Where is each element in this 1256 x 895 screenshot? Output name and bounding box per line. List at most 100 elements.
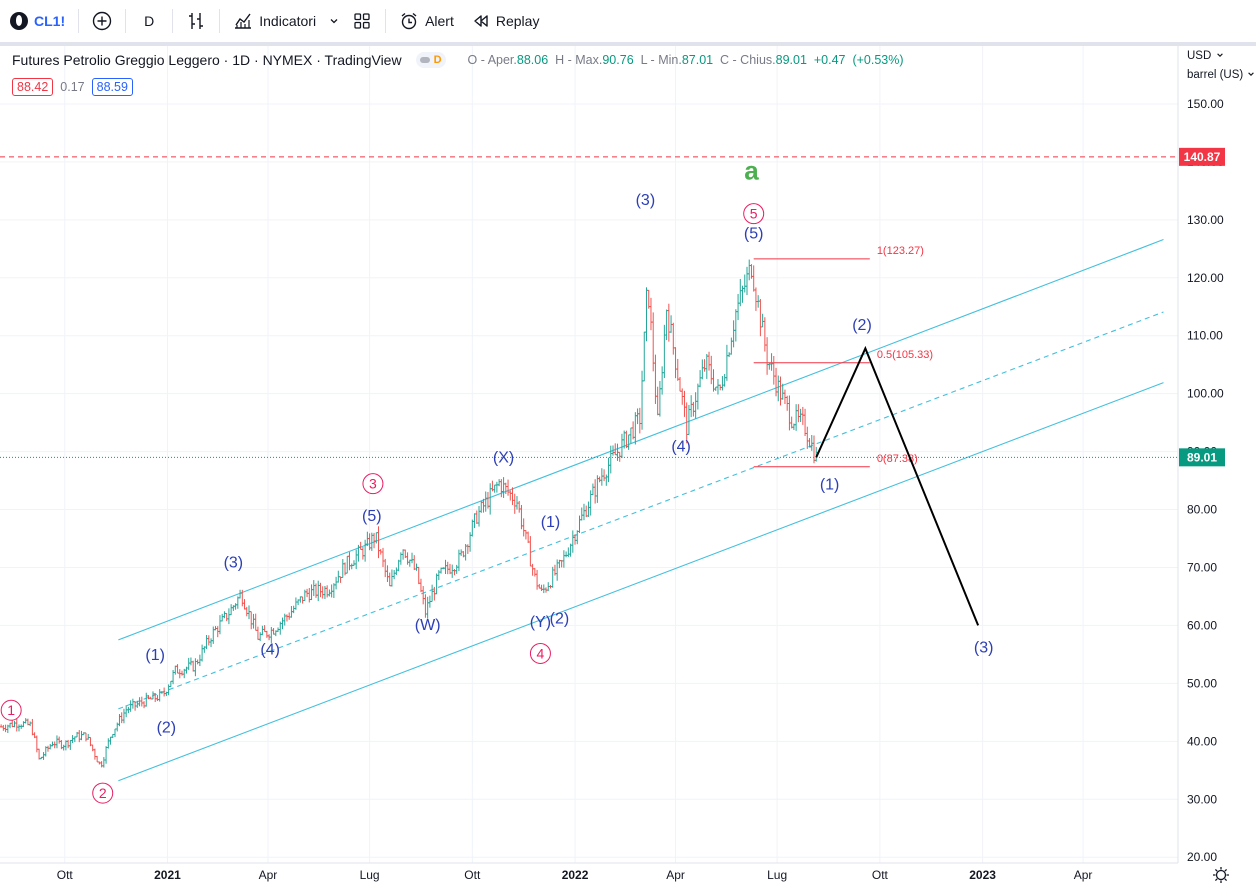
change-value: +0.47 xyxy=(813,53,846,67)
close-value: 89.01 xyxy=(775,53,807,67)
bars-chart-icon xyxy=(189,13,204,29)
toolbar-divider xyxy=(219,9,221,33)
wave-projection-drawing[interactable] xyxy=(815,345,980,626)
wave-label-intermediate: (1) xyxy=(145,647,165,664)
chart-grid xyxy=(0,46,1178,863)
symbol-logo-icon xyxy=(10,12,28,30)
ask-button[interactable]: 88.59 xyxy=(91,78,133,96)
channel-boundary-line xyxy=(118,239,1164,641)
wave-label-intermediate: (3) xyxy=(636,192,656,209)
fib-level-label: 0.5(105.33) xyxy=(877,349,933,361)
wave-circle xyxy=(362,473,384,495)
chevron-down-icon xyxy=(330,19,338,24)
toolbar-bottom-border xyxy=(0,42,1256,46)
price-tick-label: 100.00 xyxy=(1187,387,1224,401)
layouts-button[interactable] xyxy=(343,0,381,42)
time-tick-label: Apr xyxy=(1074,868,1093,882)
wave-label-intermediate: (W) xyxy=(415,617,441,634)
projection-path xyxy=(815,345,980,626)
last-price-tag-bg xyxy=(1179,448,1225,467)
bid-button[interactable]: 88.42 xyxy=(12,78,54,96)
compare-symbol-button[interactable] xyxy=(83,0,121,42)
elliott-wave-labels[interactable]: 1 2 (1) (2) (3) (4) (5) 3 (W) (X) (Y) 4 (1) (2) (3) (4)… xyxy=(0,155,993,804)
high-label: H - Max. xyxy=(555,53,603,67)
time-tick-label: Ott xyxy=(57,868,74,882)
toolbar-divider xyxy=(172,9,174,33)
wave-circle xyxy=(743,203,765,225)
chart-legend: Futures Petrolio Greggio Leggero · 1D · … xyxy=(12,52,904,68)
wave-label-primary: 4 xyxy=(537,645,545,661)
wave-circle xyxy=(0,699,22,721)
channel-median-line xyxy=(118,311,1164,710)
close-label: C - Chius. xyxy=(720,53,776,67)
wave-label-intermediate: (5) xyxy=(744,225,764,242)
time-tick-label: Ott xyxy=(464,868,481,882)
replay-label: Replay xyxy=(495,13,540,29)
wave-label-intermediate: (2) xyxy=(550,611,570,628)
indicators-icon xyxy=(235,13,252,29)
chart-type-button[interactable] xyxy=(177,0,215,42)
wave-label-intermediate: (1) xyxy=(820,476,840,493)
unit-selector[interactable]: barrel (US) xyxy=(1187,69,1255,81)
high-value: 90.76 xyxy=(602,53,634,67)
interval-label: D xyxy=(144,13,155,29)
price-tick-label: 130.00 xyxy=(1187,213,1224,227)
indicators-dropdown[interactable] xyxy=(325,0,343,42)
channel-boundary-line xyxy=(118,382,1164,782)
symbol-label: CL1! xyxy=(34,13,66,29)
delayed-badge: D xyxy=(433,54,442,66)
data-status-badge[interactable]: D xyxy=(415,52,446,68)
time-tick-label: 2022 xyxy=(562,868,589,882)
market-status-icon xyxy=(419,57,430,63)
open-label: O - Aper. xyxy=(467,53,517,67)
price-chart[interactable]: 1(123.27) 0.5(105.33) 0(87.38) 1 2 (1) (2) (3)… xyxy=(0,46,1256,895)
wave-label-intermediate: (1) xyxy=(541,514,561,531)
open-value: 88.06 xyxy=(516,53,549,67)
wave-label-intermediate: (3) xyxy=(224,554,244,571)
rewind-icon xyxy=(474,15,488,27)
plus-circle-icon xyxy=(92,11,112,31)
time-tick-label: Apr xyxy=(666,868,685,882)
settings-gear-icon[interactable] xyxy=(1213,867,1229,883)
time-axis-labels: Ott 2021 Apr Lug Ott 2022 Apr Lug Ott 2023 Apr xyxy=(57,868,1093,882)
replay-button[interactable]: Replay xyxy=(463,0,549,42)
price-tick-label: 40.00 xyxy=(1187,734,1217,748)
price-tick-label: 110.00 xyxy=(1187,329,1223,343)
toolbar-divider xyxy=(125,9,127,33)
top-toolbar: CL1! D Indicatori Alert Replay xyxy=(0,0,1256,43)
price-series xyxy=(0,259,818,768)
unit-label: barrel (US) xyxy=(1187,69,1244,81)
toolbar-divider xyxy=(78,9,80,33)
time-tick-label: Lug xyxy=(360,868,380,882)
symbol-button[interactable]: CL1! xyxy=(0,0,74,42)
hline-price-tag: 140.87 xyxy=(1184,150,1221,164)
price-tick-label: 20.00 xyxy=(1187,850,1217,864)
time-tick-label: 2021 xyxy=(154,868,181,882)
indicators-button[interactable]: Indicatori xyxy=(224,0,325,42)
spread-value: 0.17 xyxy=(60,80,85,94)
alert-button[interactable]: Alert xyxy=(390,0,463,42)
wave-label-intermediate: (4) xyxy=(671,439,691,456)
pitchfork-channel xyxy=(118,239,1164,782)
time-tick-label: Ott xyxy=(872,868,889,882)
currency-selector[interactable]: USD xyxy=(1187,50,1224,62)
fib-level-label: 0(87.38) xyxy=(877,453,918,465)
wave-label-primary: 2 xyxy=(99,785,107,801)
price-tick-label: 150.00 xyxy=(1187,97,1224,111)
wave-circle xyxy=(92,782,114,804)
grid-layout-icon xyxy=(354,13,370,29)
wave-label-intermediate: (2) xyxy=(157,720,177,737)
low-label: L - Min. xyxy=(640,53,682,67)
time-tick-label: Lug xyxy=(767,868,787,882)
price-tick-label: 70.00 xyxy=(1187,560,1217,574)
fibonacci-retracement[interactable]: 1(123.27) 0.5(105.33) 0(87.38) xyxy=(753,245,933,468)
wave-label-primary: 1 xyxy=(7,702,15,718)
wave-label-intermediate: (5) xyxy=(362,508,382,525)
time-tick-label: 2023 xyxy=(969,868,996,882)
wave-label-primary: 5 xyxy=(750,206,758,222)
alert-label: Alert xyxy=(425,13,454,29)
wave-label-cycle: a xyxy=(744,155,759,185)
interval-button[interactable]: D xyxy=(130,0,168,42)
toolbar-divider xyxy=(385,9,387,33)
price-tick-label: 80.00 xyxy=(1187,503,1217,517)
